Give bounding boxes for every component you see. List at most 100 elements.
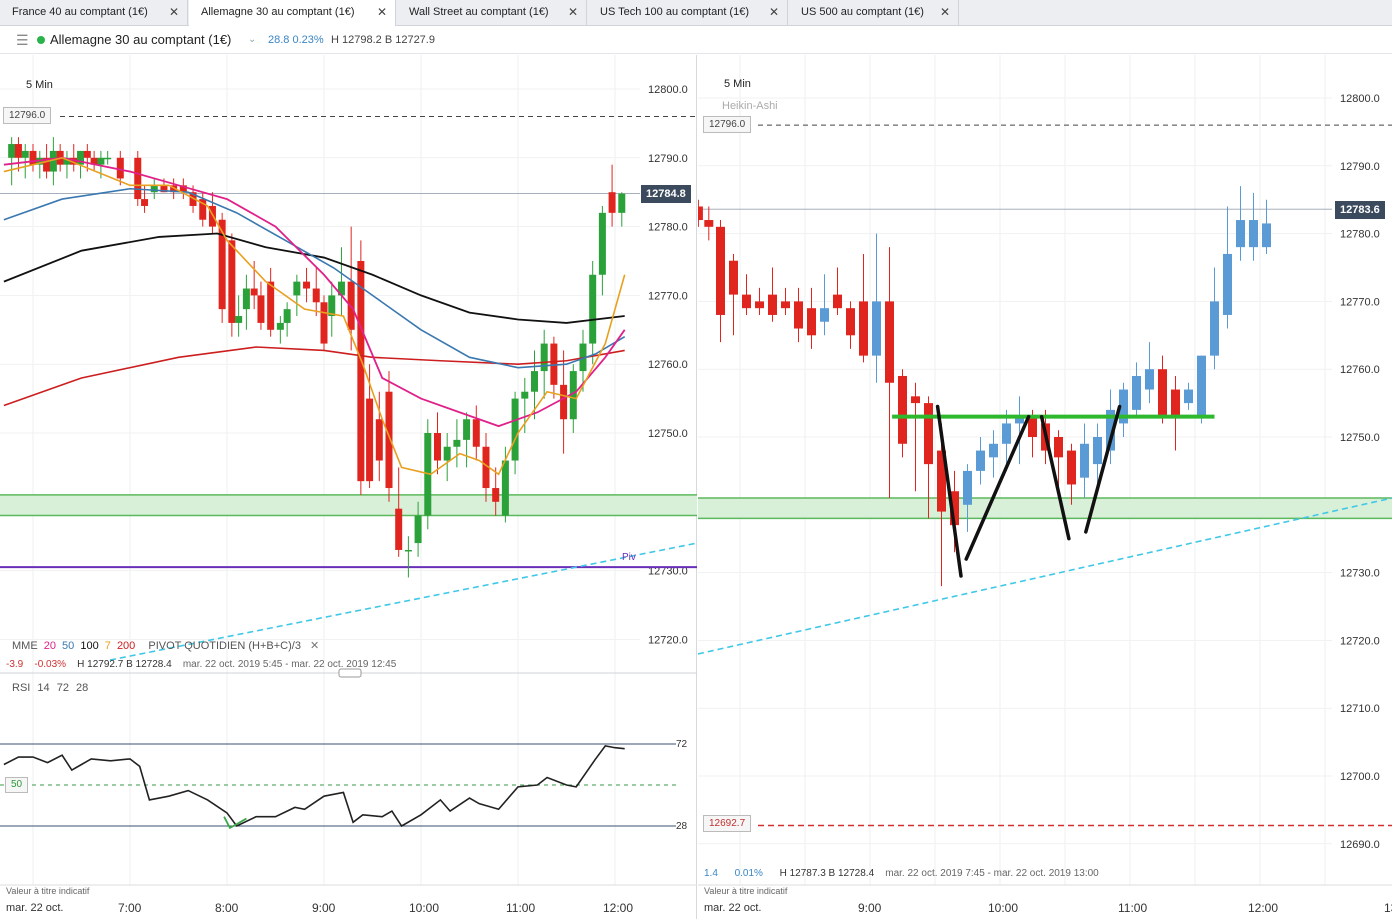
close-tab-icon[interactable]: ✕ [939, 5, 950, 19]
market-open-indicator [37, 36, 45, 44]
candle-body [1184, 389, 1193, 404]
rsi-level-28: 28 [676, 821, 688, 832]
x-tick-label: 10:00 [409, 901, 439, 915]
candle-body [872, 301, 881, 356]
candle-body [267, 281, 275, 330]
left-chart-panel[interactable]: 12800.0 12790.0 12780.0 12770.0 12760.0 12750… [0, 55, 697, 919]
candle-body [1223, 253, 1232, 315]
y-tick-label: 12700.0 [1340, 771, 1380, 783]
candle-body [49, 150, 57, 172]
y-tick-label: 12730.0 [648, 566, 688, 578]
tab-label: Wall Street au comptant (1€) [409, 6, 549, 18]
menu-icon[interactable]: ☰ [16, 32, 29, 48]
candle-body [768, 294, 777, 315]
tab-instrument[interactable]: US Tech 100 au comptant (1€) ✕ [588, 0, 788, 25]
instrument-title[interactable]: Allemagne 30 au comptant (1€) [50, 32, 232, 47]
mme-50-line [3, 187, 626, 369]
date-label: mar. 22 oct. [704, 902, 762, 914]
tab-instrument[interactable]: France 40 au comptant (1€) ✕ [0, 0, 188, 25]
candle-body [1015, 416, 1024, 424]
candle-body [8, 144, 16, 158]
y-tick-label: 12730.0 [1340, 568, 1380, 580]
rsi-level-50: 50 [5, 777, 29, 793]
y-tick-label: 12690.0 [1340, 839, 1380, 851]
candle-body [83, 150, 91, 158]
candle-body [21, 150, 29, 158]
support-zone [0, 494, 697, 516]
x-tick-label: 10:00 [988, 901, 1018, 915]
candle-body [257, 295, 265, 323]
candle-body [29, 150, 37, 165]
candle-body [1210, 301, 1219, 356]
candle-body [375, 419, 383, 461]
candle-body [937, 450, 946, 512]
x-tick-label: 12:00 [1248, 901, 1278, 915]
candle-body [1080, 443, 1089, 478]
candle-body [141, 199, 149, 206]
candle-body [70, 157, 78, 165]
rsi-legend: RSI 14 72 28 [12, 682, 88, 694]
candle-body [1262, 223, 1271, 248]
candle-body [433, 433, 441, 461]
candle-body [395, 508, 403, 550]
x-tick-label: 8:00 [215, 901, 239, 915]
candle-body [1028, 416, 1037, 437]
candle-body [293, 281, 301, 296]
y-tick-label: 12720.0 [648, 634, 688, 646]
candle-body [43, 157, 51, 172]
candle-body [250, 288, 258, 296]
candle-body [833, 294, 842, 309]
y-tick-label: 12750.0 [1340, 432, 1380, 444]
mme-periods: 20 50 100 7 200 [41, 640, 139, 652]
candle-body [116, 157, 124, 179]
rsi-line [3, 744, 625, 828]
y-tick-label: 12770.0 [1340, 296, 1380, 308]
close-tab-icon[interactable]: ✕ [768, 5, 779, 19]
close-icon[interactable]: ✕ [310, 640, 320, 652]
mme-period: 50 [62, 640, 78, 652]
close-tab-icon[interactable]: ✕ [376, 5, 387, 19]
candle-body [511, 398, 519, 461]
candle-body [235, 316, 243, 323]
right-chart-canvas[interactable]: 12800.0 12790.0 12780.0 12770.0 12760.0 12750… [698, 55, 1392, 919]
timeframe-label: 5 Min [724, 78, 751, 90]
candle-body [443, 446, 451, 461]
candle-body [312, 288, 320, 303]
candle-body [242, 288, 250, 310]
candle-body [1145, 369, 1154, 390]
candle-body [846, 308, 855, 336]
right-chart-panel[interactable]: 12800.0 12790.0 12780.0 12770.0 12760.0 12750… [698, 55, 1392, 919]
y-tick-label: 12710.0 [1340, 703, 1380, 715]
candle-body [160, 185, 168, 193]
rsi-param: 72 [56, 682, 69, 694]
close-tab-icon[interactable]: ✕ [567, 5, 578, 19]
candle-body [950, 491, 959, 526]
tab-label: Allemagne 30 au comptant (1€) [201, 6, 355, 18]
candle-body [550, 343, 558, 385]
candle-body [501, 460, 509, 516]
y-tick-label: 12750.0 [648, 428, 688, 440]
left-chart-canvas[interactable]: 12800.0 12790.0 12780.0 12770.0 12760.0 12750… [0, 55, 697, 919]
rsi-oversold-segment [223, 816, 247, 830]
tab-instrument[interactable]: Allemagne 30 au comptant (1€) ✕ [189, 0, 396, 26]
double-bottom-drawing [935, 404, 1122, 578]
close-tab-icon[interactable]: ✕ [168, 5, 179, 19]
chart-toolbar: ☰ Allemagne 30 au comptant (1€) ⌄ 28.8 0… [0, 27, 1392, 54]
chevron-down-icon[interactable]: ⌄ [248, 34, 257, 45]
candle-body [589, 274, 597, 344]
tab-instrument[interactable]: Wall Street au comptant (1€) ✕ [397, 0, 587, 25]
x-tick-label: 7:00 [118, 901, 142, 915]
candle-body [1197, 355, 1206, 417]
tab-instrument[interactable]: US 500 au comptant (1€) ✕ [789, 0, 959, 25]
candle-body [385, 391, 393, 489]
candle-body [859, 301, 868, 356]
candle-body [963, 470, 972, 505]
candle-body [560, 384, 568, 420]
tab-label: US 500 au comptant (1€) [801, 6, 924, 18]
candle-body [14, 144, 22, 158]
candle-body [716, 226, 725, 315]
stats-pct: -0.03% [34, 659, 67, 670]
stats-row: 1.4 0.01% H 12787.3 B 12728.4 mar. 22 oc… [704, 868, 1099, 879]
footer-note: Valeur à titre indicatif [6, 886, 90, 896]
candle-body [1106, 409, 1115, 451]
